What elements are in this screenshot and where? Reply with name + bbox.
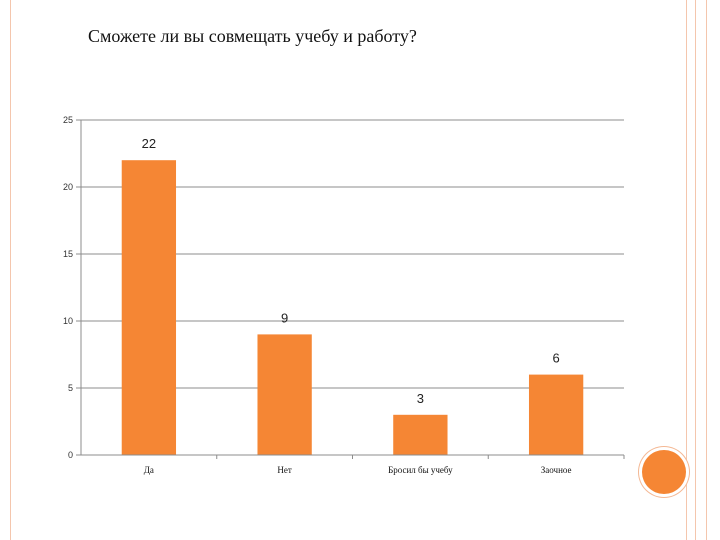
data-label: 6 [553,351,560,366]
bar [121,160,177,455]
y-tick-label: 5 [68,383,73,393]
bar [393,414,448,455]
bar [257,334,312,455]
category-label: Заочное [541,465,572,475]
y-tick-label: 10 [63,316,73,326]
category-label: Да [144,465,154,475]
y-tick-labels: 0 5 10 15 20 25 [63,115,73,460]
category-labels: Да Нет Бросил бы учебу Заочное [144,455,625,475]
bars [121,160,584,455]
data-label: 9 [281,310,288,325]
right-frame-line [686,0,687,540]
y-tick-label: 15 [63,249,73,259]
data-label: 22 [142,136,156,151]
y-tick-label: 20 [63,182,73,192]
data-label: 3 [417,391,424,406]
category-label: Нет [277,465,291,475]
left-frame-line [10,0,11,540]
decorative-circle [642,450,686,494]
y-tick-label: 25 [63,115,73,125]
right-frame-band [695,0,707,540]
y-tick-label: 0 [68,450,73,460]
data-labels: 22 9 3 6 [142,136,560,406]
bar [528,374,584,455]
chart-title: Сможете ли вы совмещать учебу и работу? [88,26,417,46]
category-label: Бросил бы учебу [388,465,453,475]
